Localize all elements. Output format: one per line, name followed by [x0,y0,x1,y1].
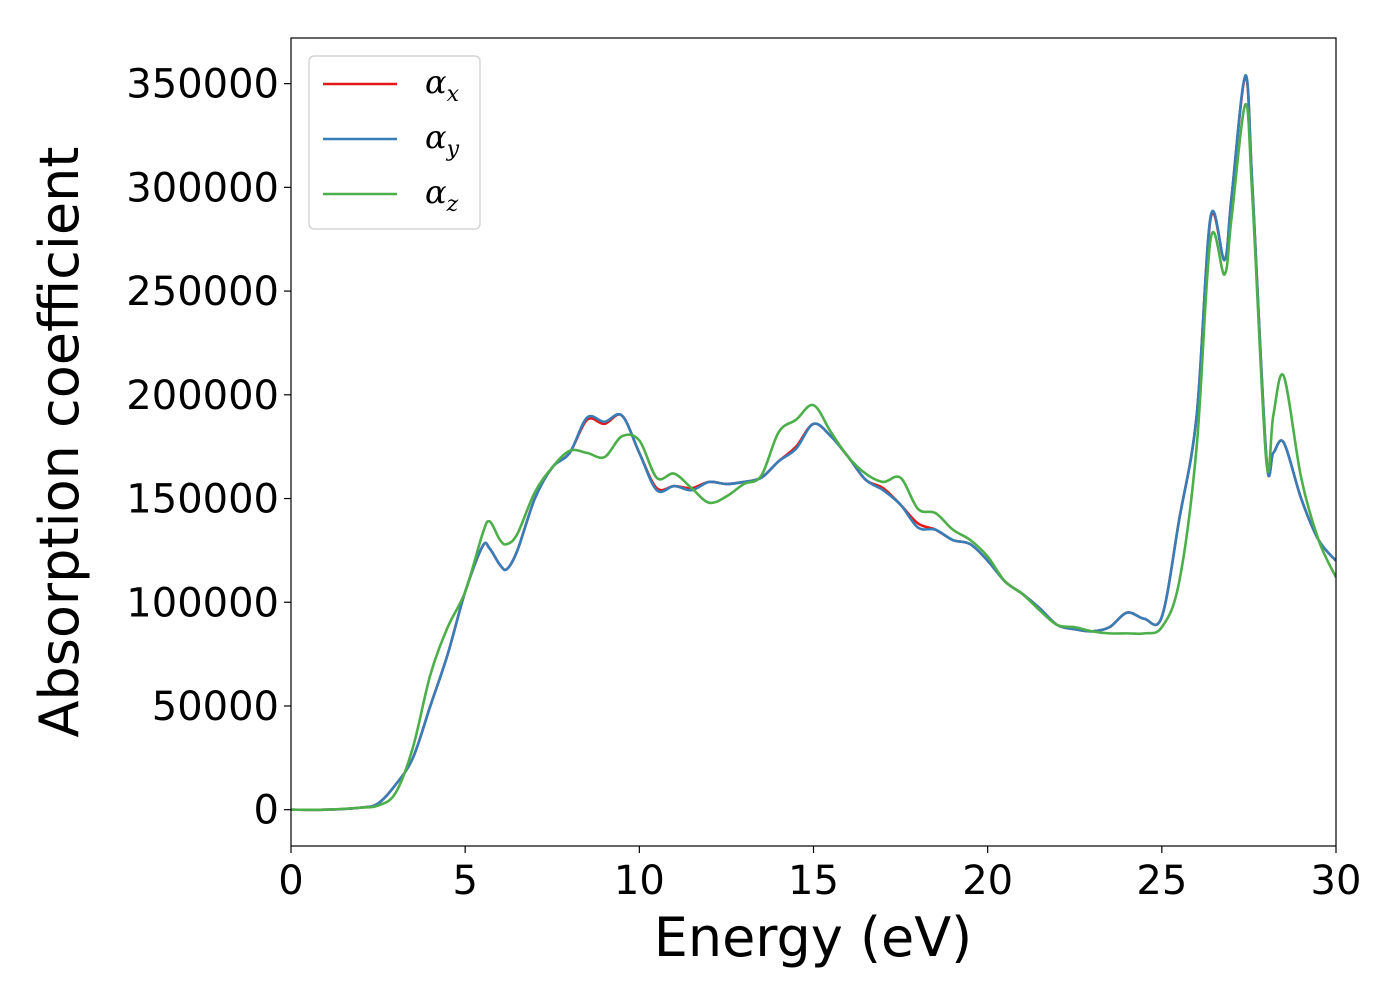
y-axis-ticks: 0 50000 100000 150000 200000 250000 300000 3500… [126,62,291,834]
x-tick-label: 30 [1311,858,1362,904]
y-axis-title: Absorption coefficient [28,147,91,738]
y-tick-label: 150000 [126,477,279,523]
x-tick-label: 0 [278,858,303,904]
y-tick-label: 0 [254,788,279,834]
legend: αx αy αz [308,55,481,230]
x-tick-label: 5 [452,858,477,904]
x-tick-label: 15 [788,858,839,904]
legend-label-y: αy [425,118,460,162]
legend-label-z: αz [425,173,459,217]
series-line-z [291,103,1336,812]
y-tick-label: 50000 [152,684,279,730]
series-line-y [291,74,1336,812]
y-tick-label: 250000 [126,269,279,315]
y-tick-label: 350000 [126,62,279,108]
x-tick-label: 25 [1136,858,1187,904]
y-tick-label: 100000 [126,580,279,626]
legend-box [308,55,481,230]
x-axis-title: Energy (eV) [654,906,973,969]
x-tick-label: 10 [614,858,665,904]
y-tick-label: 300000 [126,165,279,211]
legend-label-x: αx [425,63,460,107]
x-axis-ticks: 0 5 10 15 20 25 30 [278,846,1361,904]
series-layer [291,74,1336,812]
y-tick-label: 200000 [126,373,279,419]
x-tick-label: 20 [962,858,1013,904]
